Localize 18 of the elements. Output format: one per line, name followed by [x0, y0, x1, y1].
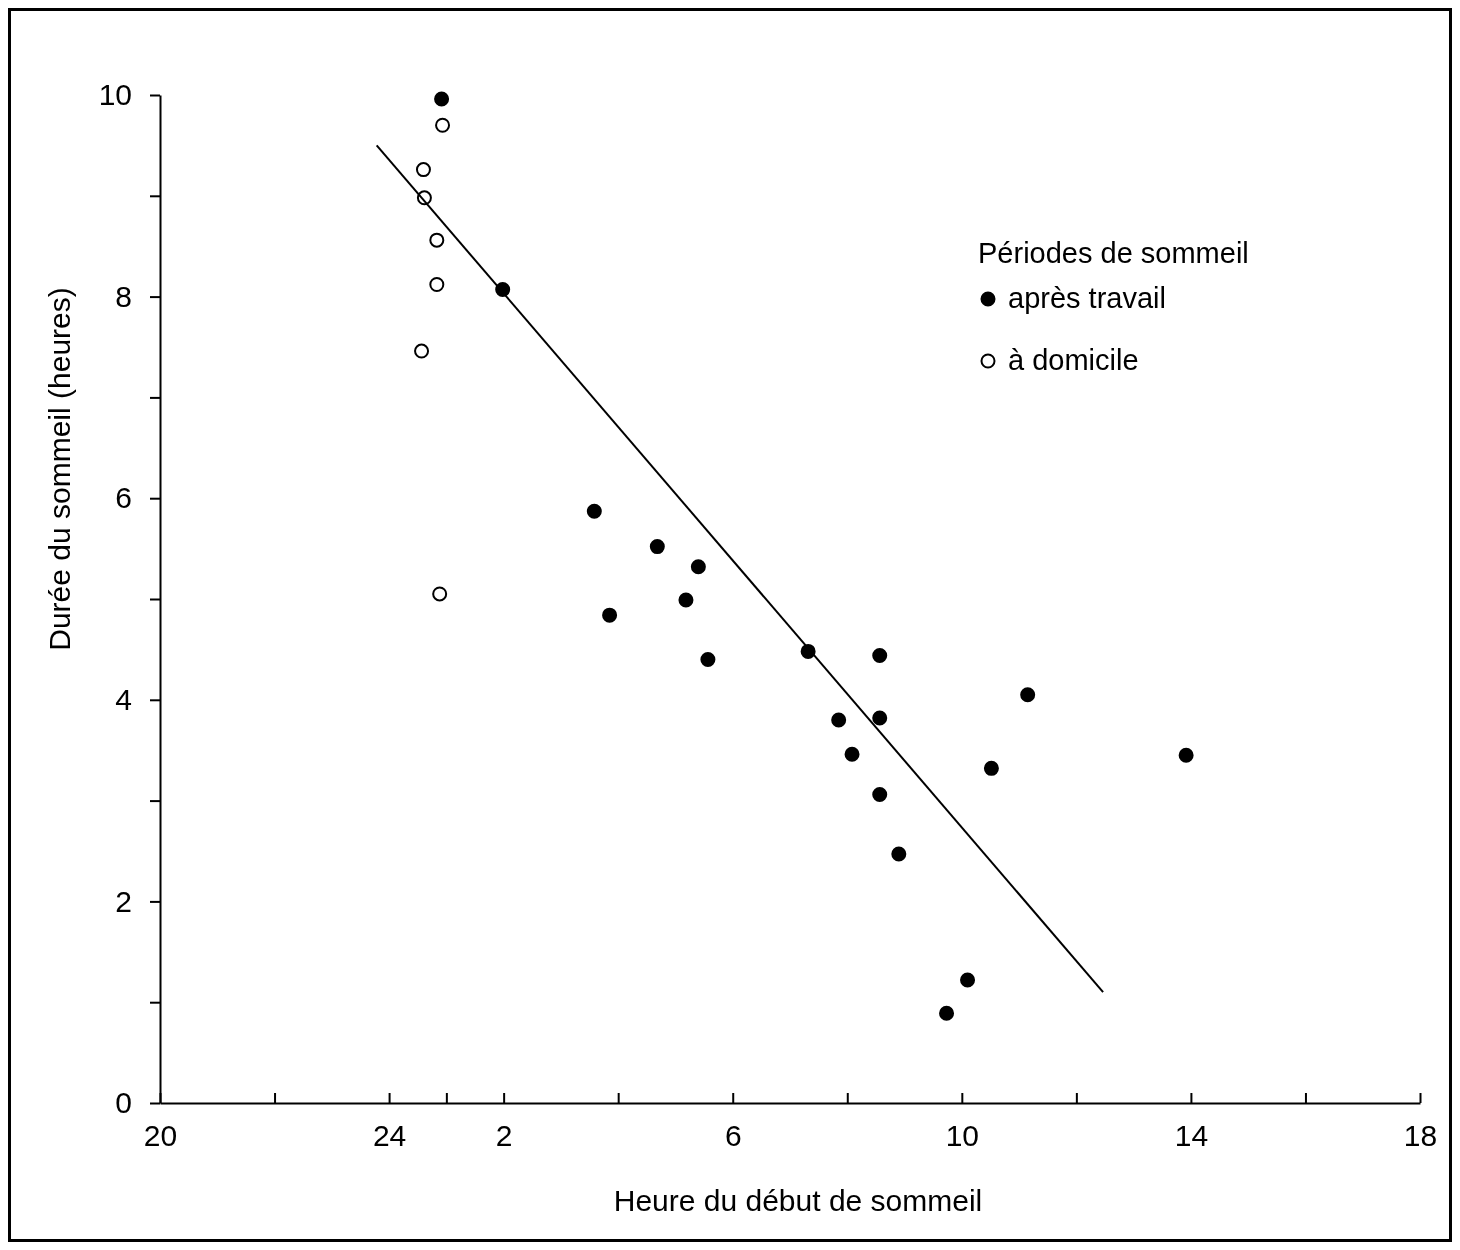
x-tick-label: 10 [945, 1119, 980, 1153]
y-tick-label: 2 [115, 884, 132, 918]
y-axis-title: Durée du sommeil (heures) [43, 287, 76, 651]
y-tick-label: 4 [115, 682, 132, 716]
x-tick-label: 6 [724, 1119, 742, 1153]
x-tick-label: 24 [372, 1119, 407, 1153]
legend-title: Périodes de sommeil [978, 237, 1249, 269]
y-tick-label: 10 [98, 78, 132, 112]
y-tick-label: 8 [115, 279, 132, 313]
x-tick-label: 2 [495, 1119, 513, 1153]
x-tick-label: 14 [1174, 1119, 1209, 1153]
legend-label: à domicile [1008, 344, 1139, 376]
y-tick-label: 0 [115, 1086, 132, 1120]
x-axis-title: Heure du début de sommeil [613, 1184, 983, 1217]
x-tick-label: 20 [143, 1119, 178, 1153]
legend-label: après travail [1008, 282, 1166, 314]
x-tick-label: 18 [1403, 1119, 1438, 1153]
y-tick-label: 6 [115, 481, 132, 515]
